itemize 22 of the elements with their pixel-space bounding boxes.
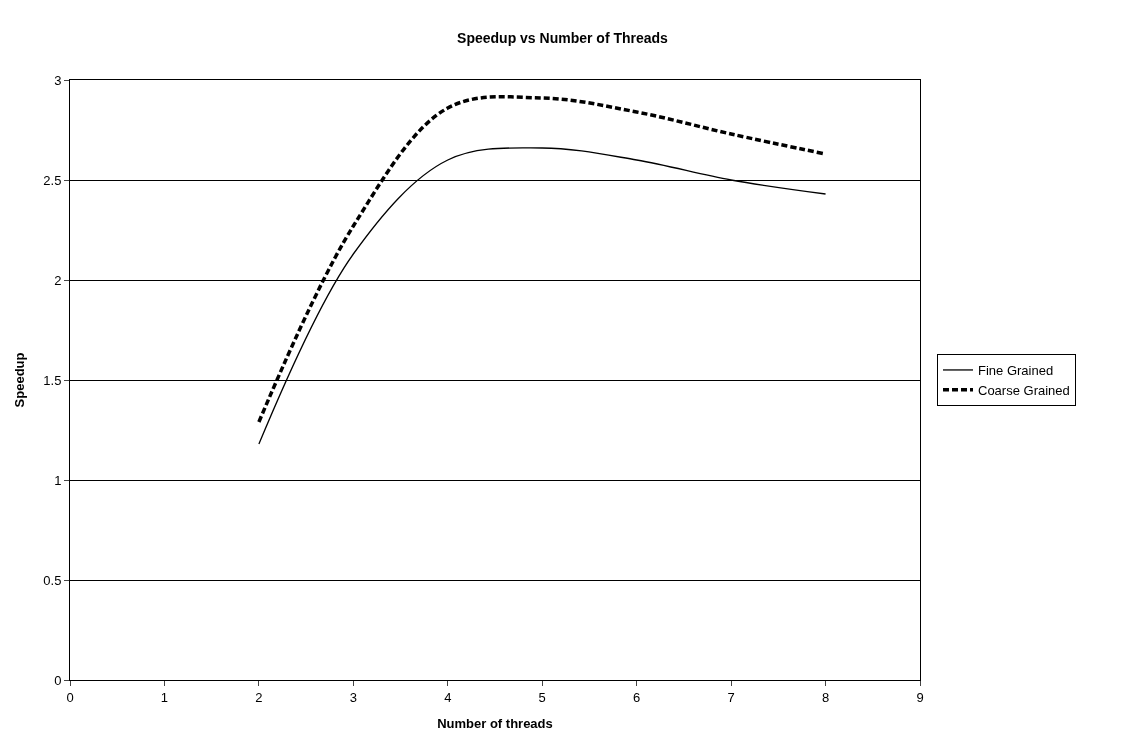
y-tick-label: 2.5 [43,172,62,188]
x-tick-label: 4 [444,689,452,705]
y-tick-label: 1.5 [43,372,62,388]
x-tick-label: 6 [633,689,641,705]
y-tick-label: 3 [54,72,62,88]
chart-title: Speedup vs Number of Threads [457,30,669,47]
x-tick-label: 9 [916,689,924,705]
legend-label: Fine Grained [978,363,1054,379]
y-tick-label: 2 [54,272,62,288]
x-tick-label: 2 [255,689,263,705]
x-axis-title: Number of threads [437,716,553,732]
x-tick-label: 0 [66,689,74,705]
y-axis-title: Speedup [12,352,28,408]
y-tick-label: 0 [54,672,62,688]
x-tick-label: 7 [727,689,735,705]
x-tick-label: 8 [821,689,830,705]
y-tick-label: 1 [54,472,62,488]
x-tick-label: 5 [538,689,546,705]
x-tick-label: 3 [349,689,357,705]
x-tick-label: 1 [160,689,169,705]
y-tick-label: 0.5 [43,572,62,588]
legend-label: Coarse Grained [978,382,1070,398]
